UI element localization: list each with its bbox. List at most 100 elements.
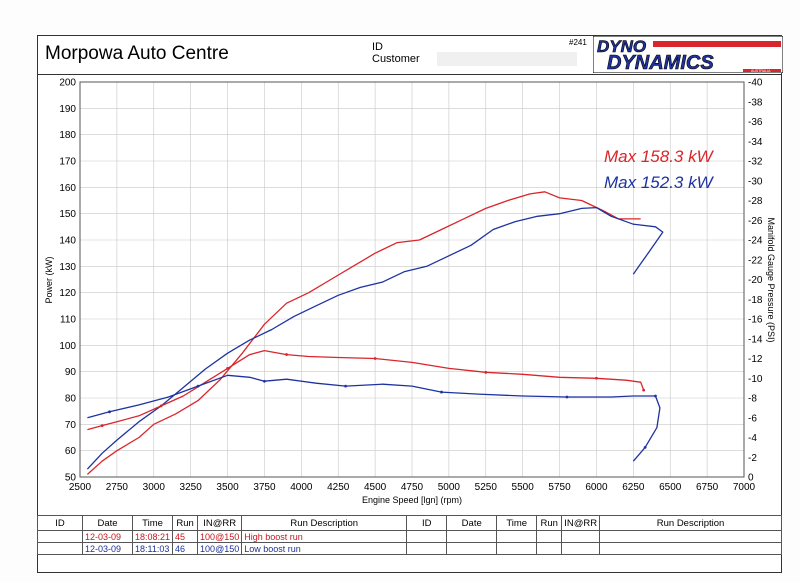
row-inrr: 100@150 bbox=[197, 530, 243, 543]
x-tick-label: 6250 bbox=[622, 482, 645, 493]
x-tick-label: 5000 bbox=[438, 482, 461, 493]
y-tick-label: 160 bbox=[59, 183, 76, 194]
dyno-chart: 2500 2750 3000 3250 3500 3750 4000 4250 4500 4750… bbox=[44, 78, 776, 506]
x-tick-label: 4000 bbox=[290, 482, 313, 493]
y-tick-label: 140 bbox=[59, 236, 76, 247]
y-tick-label: 130 bbox=[59, 262, 76, 273]
col-inrr-2: IN@RR bbox=[561, 515, 601, 531]
x-tick-labels: 2500 2750 3000 3250 3500 3750 4000 4250 4500 4750… bbox=[69, 482, 756, 493]
y2-tick-label: -2 bbox=[748, 453, 757, 464]
y2-tick-label: -30 bbox=[748, 176, 763, 187]
id-label: ID bbox=[372, 41, 383, 53]
y-tick-label: 90 bbox=[65, 367, 77, 378]
col-date-2: Date bbox=[446, 515, 498, 531]
col-run-2: Run bbox=[536, 515, 563, 531]
y2-tick-label: -32 bbox=[748, 157, 763, 168]
series-marker bbox=[196, 384, 200, 388]
y-tick-label: 50 bbox=[65, 473, 77, 484]
x-tick-label: 4750 bbox=[401, 482, 424, 493]
series-marker bbox=[484, 370, 488, 374]
col-description-2: Run Description bbox=[599, 515, 782, 531]
y2-tick-label: -20 bbox=[748, 275, 763, 286]
col-description: Run Description bbox=[241, 515, 408, 531]
row-id bbox=[37, 542, 83, 555]
max-low-annotation: Max 152.3 kW bbox=[604, 173, 715, 192]
logo-bottom-text: DYNAMICS bbox=[607, 52, 714, 73]
series-line-low_boost_pressure bbox=[87, 374, 661, 462]
x-tick-label: 4500 bbox=[364, 482, 387, 493]
row-time: 18:08:21 bbox=[131, 530, 174, 543]
series-line-high_power bbox=[86, 191, 641, 475]
run-table: ID Date Time Run IN@RR Run Description I… bbox=[37, 515, 782, 573]
x-tick-label: 6750 bbox=[696, 482, 719, 493]
col-date: Date bbox=[82, 515, 133, 531]
x-tick-label: 4250 bbox=[327, 482, 350, 493]
y-tick-label: 200 bbox=[59, 78, 76, 89]
series-marker bbox=[595, 376, 598, 380]
y2-tick-label: -10 bbox=[748, 374, 763, 385]
series-marker bbox=[159, 404, 163, 408]
series-marker bbox=[108, 410, 111, 414]
max-high-annotation: Max 158.3 kW bbox=[604, 147, 715, 166]
col-id-2: ID bbox=[406, 515, 448, 531]
y2-tick-label: -18 bbox=[748, 295, 763, 306]
y2-tick-label: -36 bbox=[748, 117, 763, 128]
row-run: 46 bbox=[172, 542, 199, 555]
col-run: Run bbox=[172, 515, 199, 531]
series-marker bbox=[344, 384, 347, 388]
series-marker bbox=[226, 366, 229, 370]
logo-sub-text: AUSTRALIA bbox=[751, 69, 771, 73]
series-line-low_power bbox=[86, 206, 664, 470]
series-layer bbox=[86, 191, 664, 475]
x-tick-label: 2500 bbox=[69, 482, 92, 493]
dyno-dynamics-logo: DYNO DYNAMICS AUSTRALIA bbox=[593, 36, 783, 73]
y2-tick-label: -40 bbox=[748, 78, 763, 89]
y-tick-label: 80 bbox=[65, 394, 77, 405]
sheet-header: Morpowa Auto Centre ID Customer #241 DYN… bbox=[37, 35, 783, 75]
y-tick-label: 180 bbox=[59, 130, 76, 141]
series-marker bbox=[373, 357, 377, 360]
y2-tick-label: -24 bbox=[748, 236, 763, 247]
y2-tick-label: -26 bbox=[748, 216, 763, 227]
col-inrr: IN@RR bbox=[197, 515, 243, 531]
y2-tick-label: -12 bbox=[748, 354, 763, 365]
row-time: 18:11:03 bbox=[131, 542, 174, 555]
y2-tick-labels: 0 -2 -4 -6 -8 -10 -12 -14 -16 -18 -20 -22 -24 -26 -28 -… bbox=[748, 78, 763, 484]
x-tick-label: 3250 bbox=[180, 482, 203, 493]
y-tick-label: 110 bbox=[60, 315, 76, 326]
plot-area-border bbox=[79, 81, 745, 478]
series-line-high_boost_pressure bbox=[87, 349, 645, 431]
series-marker bbox=[440, 390, 443, 394]
y2-tick-label: -22 bbox=[748, 255, 763, 266]
series-marker bbox=[100, 424, 104, 428]
y-tick-label: 150 bbox=[59, 209, 76, 220]
col-time-2: Time bbox=[496, 515, 538, 531]
y2-tick-label: 0 bbox=[748, 473, 754, 484]
y-tick-label: 100 bbox=[59, 341, 76, 352]
y-tick-label: 120 bbox=[59, 288, 76, 299]
series-marker bbox=[643, 445, 647, 449]
col-time: Time bbox=[131, 515, 174, 531]
row-date: 12-03-09 bbox=[82, 530, 133, 543]
row-inrr: 100@150 bbox=[197, 542, 243, 555]
series-marker bbox=[642, 388, 646, 392]
row-run: 45 bbox=[172, 530, 199, 543]
y2-tick-label: -28 bbox=[748, 196, 763, 207]
x-tick-label: 7000 bbox=[733, 482, 756, 493]
x-tick-label: 5500 bbox=[512, 482, 535, 493]
row-id bbox=[37, 530, 83, 543]
x-tick-label: 3750 bbox=[253, 482, 276, 493]
y-tick-label: 70 bbox=[65, 420, 77, 431]
series-marker bbox=[654, 394, 657, 398]
y2-tick-label: -4 bbox=[748, 433, 757, 444]
col-id: ID bbox=[37, 515, 83, 531]
y-tick-label: 170 bbox=[59, 157, 76, 168]
x-tick-label: 5750 bbox=[548, 482, 571, 493]
y-tick-label: 60 bbox=[65, 446, 77, 457]
y2-axis-label: Manifold Gauge Pressure (PSI) bbox=[766, 217, 776, 342]
series-marker bbox=[263, 379, 266, 383]
table-row: 12-03-09 18:08:21 45 100@150 High boost … bbox=[37, 530, 782, 543]
y-tick-labels: 50 60 70 80 90 100 110 120 130 140 150 160 170 180 190… bbox=[59, 78, 76, 484]
row-date: 12-03-09 bbox=[82, 542, 133, 555]
x-tick-label: 6000 bbox=[585, 482, 608, 493]
